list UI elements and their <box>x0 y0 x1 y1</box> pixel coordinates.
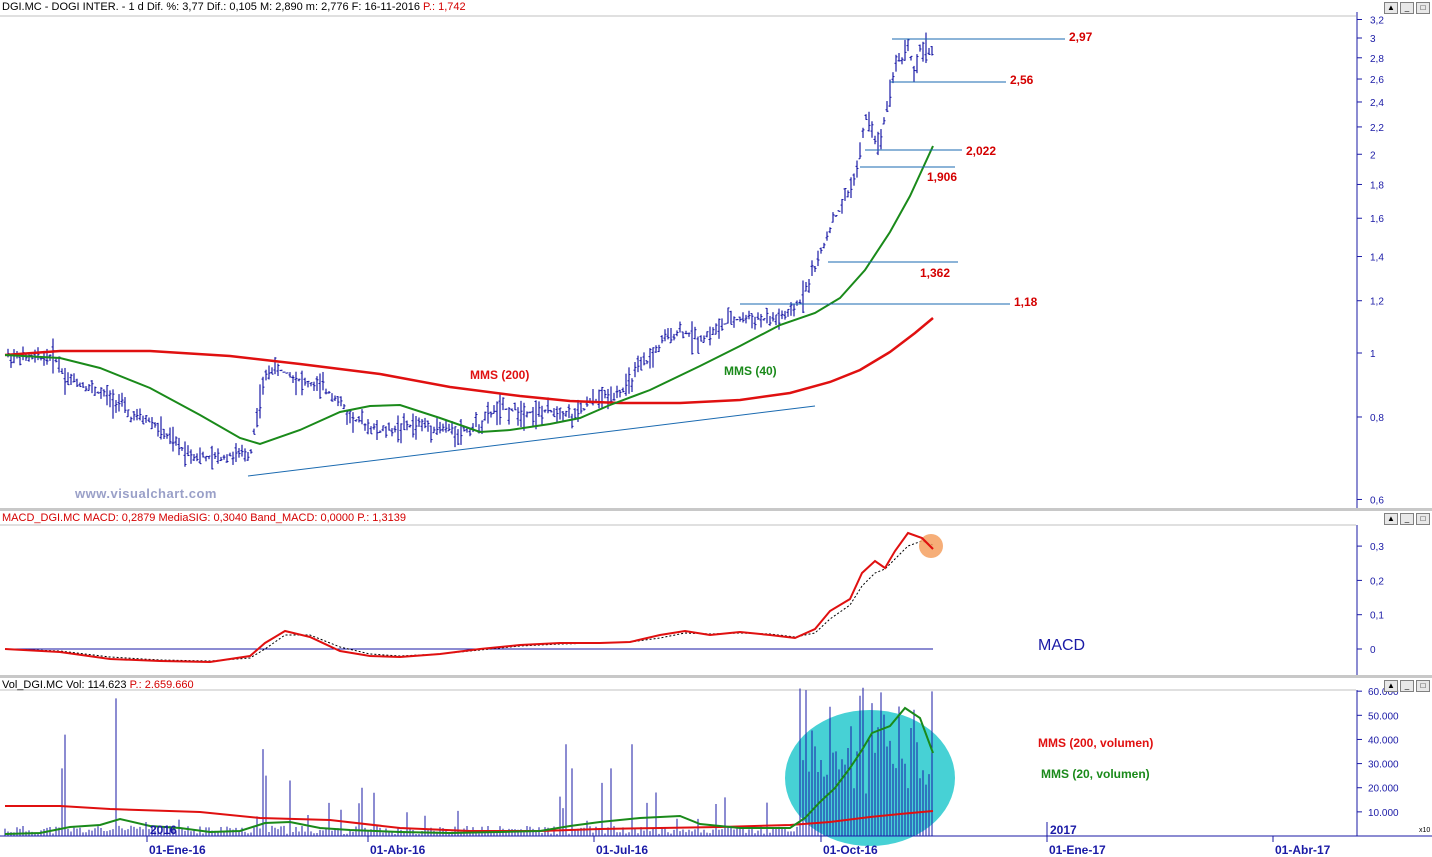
macd-pane-title: MACD_DGI.MC MACD: 0,2879 MediaSIG: 0,304… <box>2 512 406 524</box>
x-axis-label: 01-Ene-17 <box>1049 843 1106 857</box>
restore-button[interactable]: ▲ <box>1384 513 1398 525</box>
macd-y-tick-label: 0 <box>1370 645 1376 656</box>
level-label: 2,56 <box>1010 73 1034 87</box>
price-y-tick-label: 1,8 <box>1370 180 1384 191</box>
price-y-tick-label: 0,6 <box>1370 495 1384 506</box>
price-title-p: P.: 1,742 <box>423 1 466 13</box>
level-label: 1,18 <box>1014 295 1038 309</box>
maximize-button[interactable]: □ <box>1416 513 1430 525</box>
ma40-label: MMS (40) <box>724 364 777 378</box>
macd-title-text: MACD_DGI.MC MACD: 0,2879 MediaSIG: 0,304… <box>2 512 355 524</box>
volume-y-tick-label: 50.000 <box>1368 711 1399 722</box>
volume-scale-note: x10 <box>1419 827 1430 834</box>
macd-window-buttons: ▲ _ □ <box>1384 513 1430 525</box>
price-y-tick-label: 1 <box>1370 349 1376 360</box>
watermark: www.visualchart.com <box>75 486 217 501</box>
macd-title-p: P.: 1,3139 <box>357 512 406 524</box>
minimize-button[interactable]: _ <box>1400 680 1414 692</box>
year-label-2017: 2017 <box>1050 823 1077 837</box>
level-label: 2,97 <box>1069 30 1093 44</box>
x-axis-label: 01-Ene-16 <box>149 843 206 857</box>
macd-pane: MACD_DGI.MC MACD: 0,2879 MediaSIG: 0,304… <box>0 511 1432 675</box>
price-y-tick-label: 1,2 <box>1370 297 1384 308</box>
volume-title-text: Vol_DGI.MC Vol: 114.623 <box>2 679 127 691</box>
price-y-tick-label: 2,8 <box>1370 54 1384 65</box>
pane-separator[interactable] <box>0 675 1432 678</box>
x-axis-label: 01-Abr-16 <box>370 843 426 857</box>
price-chart[interactable]: 3,2 3 2,8 2,6 2,4 2,2 2 1,8 1,6 1,4 1,2 1 0,8 0,6 2,97… <box>0 0 1432 508</box>
x-axis-label: 01-Jul-16 <box>596 843 648 857</box>
price-y-tick-label: 0,8 <box>1370 413 1384 424</box>
price-y-tick-label: 1,4 <box>1370 253 1384 264</box>
price-window-buttons: ▲ _ □ <box>1384 2 1430 14</box>
volume-ma20-line <box>4 706 934 835</box>
price-y-tick-label: 2,6 <box>1370 75 1384 86</box>
volume-pane-title: Vol_DGI.MC Vol: 114.623 P.: 2.659.660 <box>2 679 194 691</box>
price-y-tick-label: 2 <box>1370 150 1376 161</box>
maximize-button[interactable]: □ <box>1416 2 1430 14</box>
volume-y-tick-label: 40.000 <box>1368 735 1399 746</box>
price-y-tick-label: 1,6 <box>1370 214 1384 225</box>
ma200-label: MMS (200) <box>470 368 529 382</box>
x-axis-label: 01-Abr-17 <box>1275 843 1331 857</box>
minimize-button[interactable]: _ <box>1400 513 1414 525</box>
macd-y-tick-label: 0,3 <box>1370 542 1384 553</box>
volume-chart[interactable]: 60.000 50.000 40.000 30.000 20.000 10.000 x10 M… <box>0 678 1432 857</box>
ma40-line <box>4 145 934 446</box>
restore-button[interactable]: ▲ <box>1384 2 1398 14</box>
level-label: 1,362 <box>920 266 950 280</box>
support-trendline <box>247 405 816 477</box>
x-axis-label: 01-Oct-16 <box>823 843 878 857</box>
maximize-button[interactable]: □ <box>1416 680 1430 692</box>
macd-label: MACD <box>1038 637 1085 654</box>
price-title-text: DGI.MC - DOGI INTER. - 1 d Dif. %: 3,77 … <box>2 1 420 13</box>
price-y-tick-label: 2,2 <box>1370 123 1384 134</box>
volume-y-tick-label: 10.000 <box>1368 808 1399 819</box>
volume-ma200-line <box>5 805 934 832</box>
pane-separator[interactable] <box>0 508 1432 511</box>
restore-button[interactable]: ▲ <box>1384 680 1398 692</box>
volume-title-p: P.: 2.659.660 <box>129 679 194 691</box>
price-y-tick-label: 3,2 <box>1370 15 1384 26</box>
price-pane: DGI.MC - DOGI INTER. - 1 d Dif. %: 3,77 … <box>0 0 1432 508</box>
macd-y-tick-label: 0,2 <box>1370 576 1384 587</box>
year-label-2016: 2016 <box>150 823 177 837</box>
macd-y-tick-label: 0,1 <box>1370 611 1384 622</box>
ma200-line <box>4 317 934 405</box>
volume-y-tick-label: 30.000 <box>1368 760 1399 771</box>
macd-chart[interactable]: 0,3 0,2 0,1 0 MACD <box>0 511 1432 675</box>
price-y-tick-label: 3 <box>1370 34 1376 45</box>
macd-signal-line <box>4 540 934 662</box>
price-pane-title: DGI.MC - DOGI INTER. - 1 d Dif. %: 3,77 … <box>2 1 466 13</box>
macd-line <box>4 531 934 664</box>
macd-line-tip <box>921 537 934 550</box>
volume-ma200-label: MMS (200, volumen) <box>1038 736 1153 750</box>
level-label: 1,906 <box>927 170 957 184</box>
volume-window-buttons: ▲ _ □ <box>1384 680 1430 692</box>
volume-y-tick-label: 60.000 <box>1368 687 1399 698</box>
price-y-tick-label: 2,4 <box>1370 98 1384 109</box>
volume-pane: Vol_DGI.MC Vol: 114.623 P.: 2.659.660 ▲ … <box>0 678 1432 857</box>
level-label: 2,022 <box>966 144 996 158</box>
minimize-button[interactable]: _ <box>1400 2 1414 14</box>
volume-ma20-label: MMS (20, volumen) <box>1041 767 1150 781</box>
volume-y-tick-label: 20.000 <box>1368 784 1399 795</box>
